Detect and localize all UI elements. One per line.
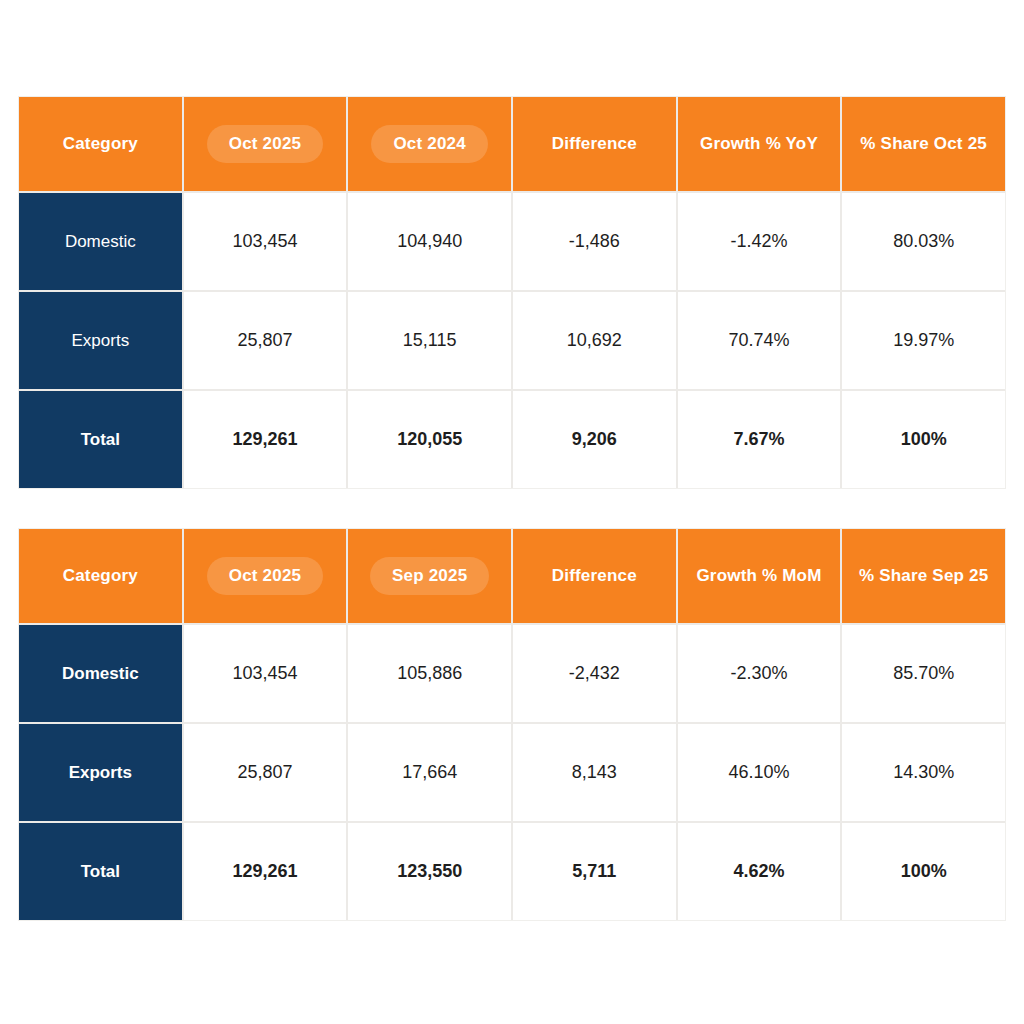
yoy-row-domestic-label: Domestic [19, 193, 182, 290]
page: Category Oct 2025 Oct 2024 Difference Gr… [0, 0, 1024, 1024]
yoy-header-share: % Share Oct 25 [842, 97, 1005, 191]
mom-header-category: Category [19, 529, 182, 623]
table-cell: 80.03% [842, 193, 1005, 290]
mom-header-difference: Difference [513, 529, 676, 623]
table-cell: 5,711 [513, 823, 676, 920]
table-cell: 4.62% [678, 823, 841, 920]
table-cell: 100% [842, 391, 1005, 488]
yoy-table: Category Oct 2025 Oct 2024 Difference Gr… [18, 96, 1006, 489]
table-cell: 7.67% [678, 391, 841, 488]
table-cell: 129,261 [184, 391, 347, 488]
table-cell: 46.10% [678, 724, 841, 821]
mom-row-exports-label: Exports [19, 724, 182, 821]
month-pill: Oct 2024 [371, 125, 487, 163]
table-cell: 19.97% [842, 292, 1005, 389]
table-cell: -2,432 [513, 625, 676, 722]
table-cell: 25,807 [184, 292, 347, 389]
mom-row-total-label: Total [19, 823, 182, 920]
yoy-header-growth: Growth % YoY [678, 97, 841, 191]
table-cell: -1.42% [678, 193, 841, 290]
table-cell: 10,692 [513, 292, 676, 389]
table-cell: 70.74% [678, 292, 841, 389]
table-cell: 103,454 [184, 625, 347, 722]
table-cell: 105,886 [348, 625, 511, 722]
table-cell: 9,206 [513, 391, 676, 488]
table-cell: 85.70% [842, 625, 1005, 722]
table-cell: 103,454 [184, 193, 347, 290]
yoy-header-category: Category [19, 97, 182, 191]
mom-row-domestic-label: Domestic [19, 625, 182, 722]
month-pill: Oct 2025 [207, 557, 323, 595]
yoy-header-difference: Difference [513, 97, 676, 191]
table-cell: -1,486 [513, 193, 676, 290]
yoy-header-oct-2025: Oct 2025 [184, 97, 347, 191]
mom-header-oct-2025: Oct 2025 [184, 529, 347, 623]
mom-header-sep-2025: Sep 2025 [348, 529, 511, 623]
table-cell: 104,940 [348, 193, 511, 290]
table-cell: 100% [842, 823, 1005, 920]
yoy-row-exports-label: Exports [19, 292, 182, 389]
table-cell: 14.30% [842, 724, 1005, 821]
table-cell: 120,055 [348, 391, 511, 488]
mom-table: Category Oct 2025 Sep 2025 Difference Gr… [18, 528, 1006, 921]
month-pill: Sep 2025 [370, 557, 489, 595]
table-cell: 15,115 [348, 292, 511, 389]
table-cell: 129,261 [184, 823, 347, 920]
table-cell: -2.30% [678, 625, 841, 722]
yoy-row-total-label: Total [19, 391, 182, 488]
month-pill: Oct 2025 [207, 125, 323, 163]
table-cell: 25,807 [184, 724, 347, 821]
table-cell: 8,143 [513, 724, 676, 821]
table-cell: 17,664 [348, 724, 511, 821]
yoy-header-oct-2024: Oct 2024 [348, 97, 511, 191]
mom-header-growth: Growth % MoM [678, 529, 841, 623]
table-cell: 123,550 [348, 823, 511, 920]
mom-header-share: % Share Sep 25 [842, 529, 1005, 623]
